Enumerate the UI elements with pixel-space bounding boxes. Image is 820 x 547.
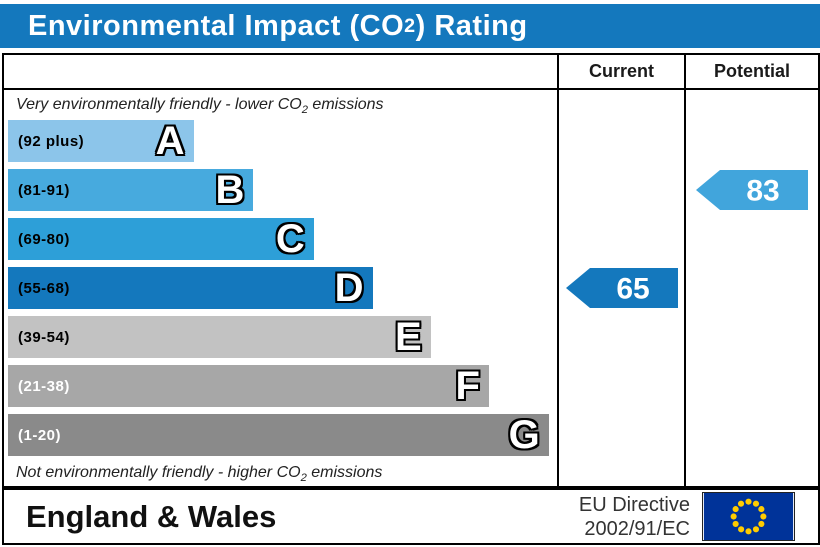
band-bar-B: (81-91) B bbox=[8, 168, 254, 212]
band-letter: B bbox=[215, 168, 245, 212]
band-bar-E: (39-54) E bbox=[8, 316, 431, 358]
page-title-text: Environmental Impact (CO bbox=[28, 9, 405, 42]
potential-rating-value: 83 bbox=[746, 175, 779, 208]
band-row-D: (55-68) D bbox=[8, 267, 557, 309]
bottom-note-subscript: 2 bbox=[300, 472, 307, 485]
eu-flag-star bbox=[745, 498, 752, 505]
top-note-text: Very environmentally friendly - lower CO bbox=[16, 96, 302, 113]
band-range-label: (55-68) bbox=[18, 279, 70, 297]
top-note-suffix: emissions bbox=[307, 96, 384, 113]
potential-rating-arrow: 83 bbox=[696, 170, 808, 210]
band-bar-F: (21-38) F bbox=[8, 365, 489, 407]
band-bar-G: (1-20) G bbox=[8, 414, 549, 456]
rating-table: Current Potential Very environmentally f… bbox=[2, 53, 820, 488]
current-column-header: Current bbox=[557, 55, 684, 88]
eu-flag-star bbox=[745, 528, 752, 535]
band-row-G: (1-20) G bbox=[8, 414, 557, 456]
eu-flag-star bbox=[758, 520, 765, 528]
potential-column: 83 bbox=[684, 90, 818, 486]
top-note: Very environmentally friendly - lower CO… bbox=[8, 94, 557, 116]
band-range-label: (21-38) bbox=[18, 377, 70, 395]
potential-column-header: Potential bbox=[684, 55, 818, 88]
top-note-subscript: 2 bbox=[301, 104, 308, 117]
potential-arrow-shape bbox=[696, 170, 808, 210]
band-range-label: (92 plus) bbox=[18, 132, 85, 150]
eu-flag-star bbox=[760, 513, 767, 520]
eu-flag-star bbox=[738, 526, 745, 533]
band-row-A: (92 plus) A bbox=[8, 120, 557, 162]
band-range-label: (81-91) bbox=[18, 181, 70, 199]
footer: England & Wales EU Directive 2002/91/EC bbox=[2, 488, 820, 545]
eu-flag-stars bbox=[730, 498, 767, 535]
band-letter: G bbox=[508, 413, 540, 457]
chart-header-spacer bbox=[4, 55, 557, 88]
band-bar-D: (55-68) D bbox=[8, 267, 373, 309]
bottom-note-suffix: emissions bbox=[306, 464, 383, 481]
band-letter: E bbox=[395, 315, 422, 359]
band-letter: C bbox=[275, 217, 305, 261]
current-column: 65 bbox=[557, 90, 684, 486]
band-letter: D bbox=[334, 266, 364, 310]
band-row-C: (69-80) C bbox=[8, 218, 557, 260]
page-title: Environmental Impact (CO 2) Rating bbox=[0, 4, 820, 48]
bands-list: (92 plus) A (81-91) B (69-80) C (55-68) D (39-54… bbox=[8, 120, 557, 456]
eu-flag-star bbox=[752, 500, 760, 507]
band-range-label: (69-80) bbox=[18, 230, 70, 248]
band-chart-area: Very environmentally friendly - lower CO… bbox=[4, 90, 557, 486]
current-rating-arrow: 65 bbox=[565, 268, 678, 308]
band-range-label: (1-20) bbox=[18, 426, 62, 444]
eu-flag-star bbox=[730, 513, 737, 520]
band-row-B: (81-91) B bbox=[8, 169, 557, 211]
table-body: Very environmentally friendly - lower CO… bbox=[4, 90, 818, 486]
eu-flag-star bbox=[758, 506, 765, 513]
eu-directive-line1: EU Directive bbox=[578, 493, 690, 516]
band-letter: F bbox=[455, 364, 480, 408]
band-bar-A: (92 plus) A bbox=[8, 120, 194, 162]
band-row-F: (21-38) F bbox=[8, 365, 557, 407]
band-bar-C: (69-80) C bbox=[8, 218, 314, 260]
eu-flag-star bbox=[737, 500, 745, 507]
eu-flag-star bbox=[732, 520, 739, 528]
current-arrow-shape bbox=[565, 268, 678, 308]
eu-flag bbox=[702, 492, 795, 541]
table-header-row: Current Potential bbox=[4, 55, 818, 90]
eu-flag-star bbox=[752, 526, 760, 533]
bottom-note: Not environmentally friendly - higher CO… bbox=[8, 462, 557, 484]
region-label: England & Wales bbox=[26, 498, 277, 534]
band-range-label: (39-54) bbox=[18, 328, 70, 346]
page-title-suffix: ) Rating bbox=[415, 9, 528, 42]
eu-directive-line2: 2002/91/EC bbox=[584, 517, 690, 540]
band-letter: A bbox=[155, 119, 185, 163]
bottom-note-text: Not environmentally friendly - higher CO bbox=[16, 464, 301, 481]
eu-directive-label: EU Directive 2002/91/EC bbox=[579, 493, 690, 541]
eu-flag-star bbox=[732, 506, 739, 513]
current-rating-value: 65 bbox=[616, 273, 649, 306]
band-row-E: (39-54) E bbox=[8, 316, 557, 358]
